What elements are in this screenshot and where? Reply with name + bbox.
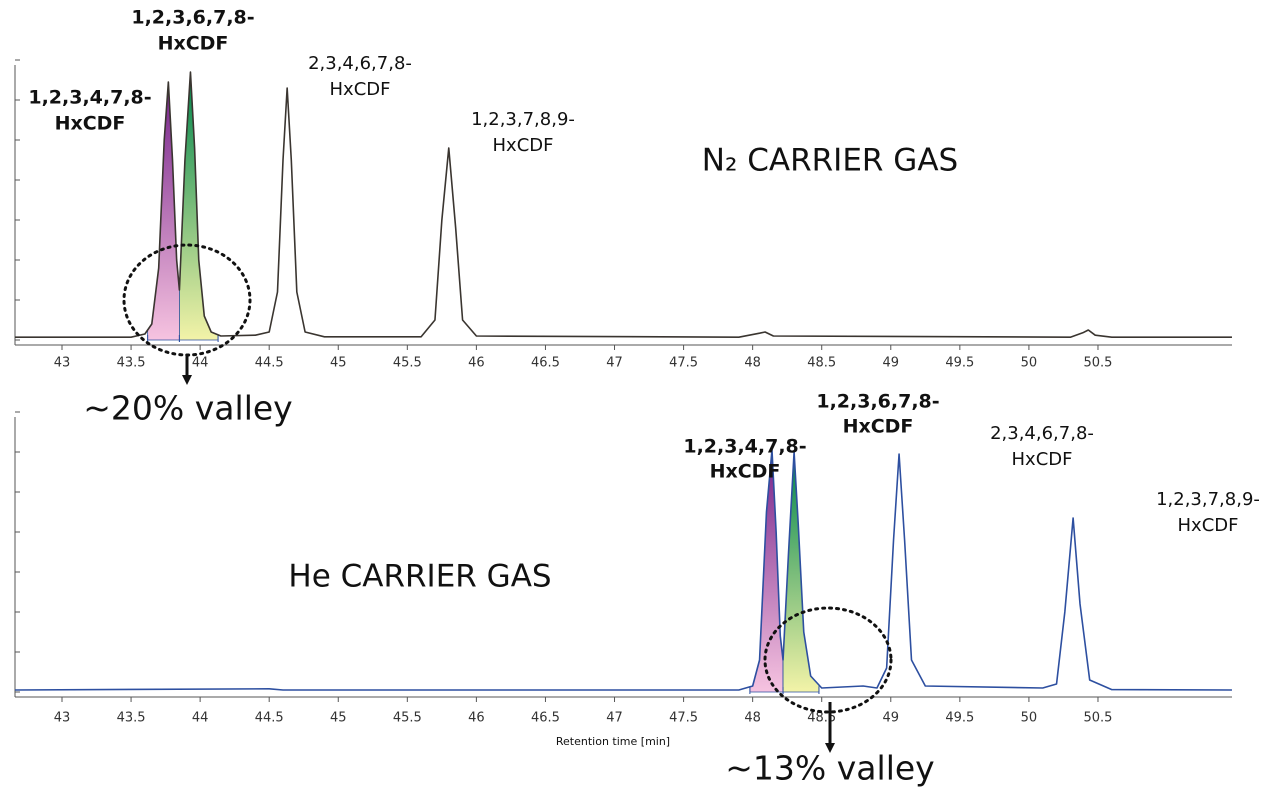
valley-highlight [763,606,893,714]
valley-note: ~13% valley [725,749,934,788]
panel-title: He CARRIER GAS [288,559,551,595]
chromatogram-trace [15,449,1232,691]
x-tick-label: 47.5 [669,356,698,371]
peak-label: 1,2,3,7,8,9- [1156,489,1260,510]
x-tick-label: 50.5 [1083,356,1112,371]
x-tick-label: 49.5 [945,356,974,371]
x-tick-label: 50 [1021,356,1038,371]
x-tick-label: 46.5 [531,356,560,371]
x-tick-label: 45.5 [393,356,422,371]
peak-label: HxCDF [843,416,914,438]
x-tick-label: 46 [468,711,485,726]
x-tick-label: 47 [606,356,623,371]
valley-note: ~20% valley [83,389,292,428]
x-tick-label: 49 [883,711,900,726]
x-tick-label: 49 [883,356,900,371]
peak-label: HxCDF [1178,515,1239,536]
chromatogram-trace [15,71,1232,338]
x-tick-label: 47.5 [669,711,698,726]
x-tick-label: 50.5 [1083,711,1112,726]
x-tick-label: 48 [744,711,761,726]
peak-label: HxCDF [330,79,391,100]
x-tick-label: 46 [468,356,485,371]
peak-label: 2,3,4,6,7,8- [308,53,412,74]
x-axis-label: Retention time [min] [556,735,670,748]
x-tick-label: 48.5 [807,356,836,371]
x-tick-label: 50 [1021,711,1038,726]
peak-label: HxCDF [1012,449,1073,470]
peak-label: HxCDF [493,135,554,156]
peak-label: 1,2,3,4,7,8- [28,87,151,109]
peak-label: 1,2,3,4,7,8- [683,436,806,458]
peak-label: HxCDF [55,113,126,135]
x-tick-label: 45 [330,356,347,371]
panel-title: N₂ CARRIER GAS [702,143,958,179]
peak-label: 2,3,4,6,7,8- [990,423,1094,444]
peak-area [179,71,219,341]
x-tick-label: 43 [54,711,71,726]
peak-label: HxCDF [158,33,229,55]
x-tick-label: 45.5 [393,711,422,726]
x-tick-label: 44 [192,356,209,371]
x-tick-label: 46.5 [531,711,560,726]
x-tick-label: 47 [606,711,623,726]
x-tick-label: 44 [192,711,209,726]
x-tick-label: 43.5 [117,356,146,371]
x-tick-label: 44.5 [255,711,284,726]
x-tick-label: 44.5 [255,356,284,371]
x-tick-label: 43.5 [117,711,146,726]
x-tick-label: 49.5 [945,711,974,726]
peak-label: HxCDF [710,461,781,483]
x-tick-label: 43 [54,356,71,371]
x-tick-label: 48 [744,356,761,371]
peak-label: 1,2,3,7,8,9- [471,109,575,130]
peak-label: 1,2,3,6,7,8- [816,391,939,413]
x-tick-label: 45 [330,711,347,726]
peak-label: 1,2,3,6,7,8- [131,7,254,29]
